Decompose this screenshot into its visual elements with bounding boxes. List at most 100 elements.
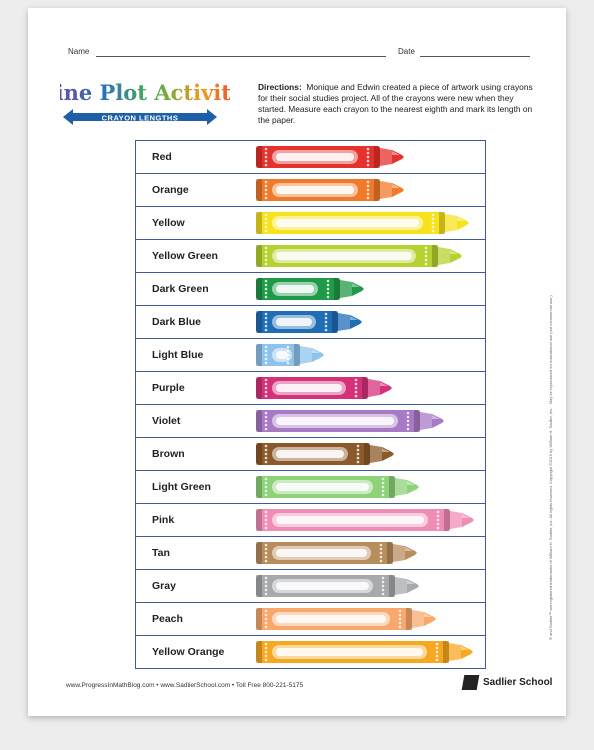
crayon-dot: [264, 349, 268, 353]
crayon-dot: [264, 588, 268, 592]
crayon: [256, 377, 392, 399]
crayon-shine: [457, 217, 465, 221]
crayon-dot: [264, 613, 268, 617]
table-row: Peach: [136, 602, 485, 635]
crayon-dot: [264, 345, 268, 349]
crayon-dot: [435, 650, 439, 654]
crayon-label-inner: [276, 351, 288, 359]
crayon-dot: [264, 522, 268, 526]
crayon-dot: [264, 642, 268, 646]
crayon-dot: [264, 650, 268, 654]
crayon-label-inner: [276, 252, 412, 260]
crayon-dot: [435, 642, 439, 646]
crayon-tip-base: [393, 544, 405, 562]
crayon-dot: [326, 283, 330, 287]
crayon-tip: [352, 282, 364, 296]
crayon-tip-base: [445, 214, 457, 232]
crayon-cap: [332, 311, 338, 333]
crayon-shine: [382, 448, 390, 452]
crayon-dot: [354, 394, 358, 398]
crayon-cap: [256, 509, 262, 531]
crayon-dot: [435, 646, 439, 650]
name-line: [96, 56, 386, 57]
crayon-name: Dark Green: [152, 283, 209, 295]
crayon-dot: [264, 283, 268, 287]
crayon-dot: [356, 456, 360, 460]
crayon-cap: [389, 476, 395, 498]
crayon-dot: [324, 328, 328, 332]
crayon-shine: [450, 250, 458, 254]
crayon-shine: [424, 613, 432, 617]
crayon-tip-base: [395, 577, 407, 595]
crayon-name: Red: [152, 151, 172, 163]
crayon-dot: [264, 159, 268, 163]
crayon-dot: [264, 353, 268, 357]
crayon-tip: [350, 315, 362, 329]
crayon-tip: [405, 546, 417, 560]
crayon-label-inner: [276, 516, 424, 524]
crayon-dot: [379, 555, 383, 559]
crayon-dot: [326, 287, 330, 291]
crayon-dot: [431, 213, 435, 217]
crayon-cap: [432, 245, 438, 267]
table-row: Yellow Orange: [136, 635, 485, 668]
crayon-dot: [381, 481, 385, 485]
crayon-dot: [286, 361, 290, 365]
crayon-dot: [264, 543, 268, 547]
crayon-dot: [354, 382, 358, 386]
crayon-dot: [264, 654, 268, 658]
crayon-dot: [366, 192, 370, 196]
crayon-dot: [264, 456, 268, 460]
crayon-dot: [264, 452, 268, 456]
crayon-dot: [424, 246, 428, 250]
crayon-dot: [356, 444, 360, 448]
title: Line Plot Activity: [60, 80, 230, 105]
crayon-dot: [264, 617, 268, 621]
crayon-cap: [256, 377, 262, 399]
crayon-dot: [436, 522, 440, 526]
crayon-tip: [424, 612, 436, 626]
crayon-dot: [354, 386, 358, 390]
crayon: [256, 476, 419, 498]
crayon-cap: [294, 344, 300, 366]
crayon-tip: [457, 216, 469, 230]
directions: Directions: Monique and Edwin created a …: [258, 82, 538, 126]
crayon-tip: [407, 579, 419, 593]
legal: ® and Sadlier™ are registered trademarks…: [548, 280, 553, 640]
crayon-dot: [264, 592, 268, 596]
crayon-shine: [407, 580, 415, 584]
crayon-dot: [398, 609, 402, 613]
crayon-dot: [264, 229, 268, 233]
crayon-cap: [256, 179, 262, 201]
crayon-dot: [264, 180, 268, 184]
crayon-label-inner: [276, 582, 369, 590]
crayon-tip: [312, 348, 324, 362]
crayon-dot: [264, 184, 268, 188]
crayon-dot: [264, 357, 268, 361]
crayon-label-inner: [276, 153, 354, 161]
crayon-dot: [264, 658, 268, 662]
logo: [461, 675, 480, 690]
table-row: Yellow: [136, 206, 485, 239]
crayon-dot: [406, 427, 410, 431]
crayon-tip-base: [340, 280, 352, 298]
crayon-name: Peach: [152, 613, 183, 625]
crayon-shine: [407, 481, 415, 485]
directions-label: Directions:: [258, 82, 302, 92]
crayon-dot: [398, 613, 402, 617]
crayon-dot: [264, 378, 268, 382]
table-row: Gray: [136, 569, 485, 602]
crayon-dot: [366, 184, 370, 188]
crayon-dot: [431, 221, 435, 225]
crayon-tip-base: [368, 379, 380, 397]
crayon-dot: [264, 559, 268, 563]
crayon-dot: [264, 489, 268, 493]
crayon-name: Brown: [152, 448, 185, 460]
crayon-dot: [406, 419, 410, 423]
crayon-dot: [264, 155, 268, 159]
crayon-dot: [264, 312, 268, 316]
crayon-dot: [406, 411, 410, 415]
crayon-dot: [264, 213, 268, 217]
crayon-tip-base: [338, 313, 350, 331]
crayon-tip: [392, 150, 404, 164]
